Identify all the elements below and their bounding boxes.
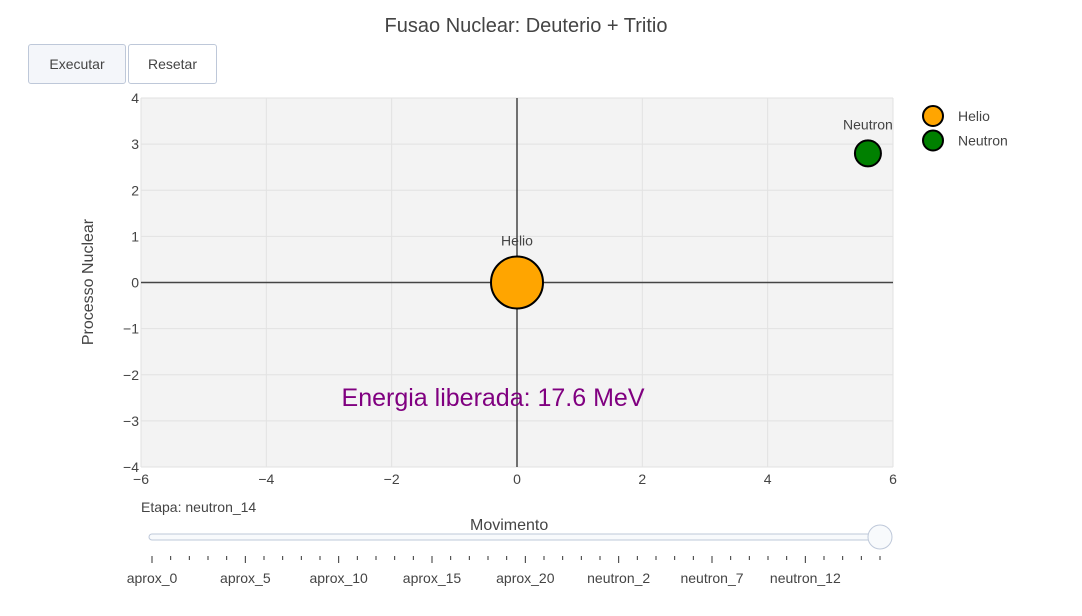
slider-handle[interactable]	[867, 524, 893, 550]
y-tick-label: −3	[123, 413, 139, 429]
y-axis-label: Processo Nuclear	[80, 218, 97, 345]
x-tick-label: −2	[384, 471, 400, 487]
execute-button[interactable]: Executar	[28, 44, 126, 84]
point-neutron	[853, 139, 882, 168]
y-tick-label: −2	[123, 367, 139, 383]
slider-title: Movimento	[470, 517, 549, 534]
y-tick-label: 4	[131, 90, 139, 106]
legend: Helio Neutron	[922, 105, 1008, 152]
slider-current-prefix: Etapa:	[141, 499, 186, 515]
slider-step-label[interactable]: aprox_10	[309, 570, 368, 586]
energy-annotation: Energia liberada: 17.6 MeV	[342, 384, 645, 412]
chart-title: Fusao Nuclear: Deuterio + Tritio	[384, 15, 668, 37]
y-tick-label: 0	[131, 275, 139, 291]
slider-current-step: Etapa: neutron_14	[141, 499, 256, 515]
y-tick-label: −4	[123, 459, 139, 475]
reset-button[interactable]: Resetar	[128, 44, 217, 84]
x-tick-label: −4	[258, 471, 274, 487]
x-tick-label: −6	[133, 471, 149, 487]
x-tick-label: 0	[513, 471, 521, 487]
chart-marks: Helio Neutron Energia liberada: 17.6 MeV	[342, 116, 893, 411]
point-helio	[490, 255, 544, 310]
y-tick-label: 3	[131, 136, 139, 152]
x-tick-label: 4	[764, 471, 772, 487]
legend-marker-helio	[922, 105, 944, 127]
slider-step-label[interactable]: neutron_7	[680, 570, 743, 586]
y-tick-label: 1	[131, 228, 139, 244]
grid-lines	[140, 97, 894, 468]
slider-step-label[interactable]: neutron_12	[770, 570, 841, 586]
slider-step-label[interactable]: aprox_20	[496, 570, 555, 586]
point-label-neutron: Neutron	[843, 116, 893, 132]
legend-marker-neutron	[922, 129, 944, 152]
slider-current-value: neutron_14	[185, 499, 257, 515]
point-label-helio: Helio	[501, 233, 533, 249]
legend-label-neutron: Neutron	[958, 133, 1008, 149]
x-tick-label: 2	[638, 471, 646, 487]
slider-step-label[interactable]: aprox_15	[403, 570, 462, 586]
slider-step-label[interactable]: neutron_2	[587, 570, 650, 586]
x-tick-label: 6	[889, 471, 897, 487]
slider-step-label[interactable]: aprox_0	[127, 570, 178, 586]
slider-step-label[interactable]: aprox_5	[220, 570, 271, 586]
y-tick-label: −1	[123, 321, 139, 337]
legend-label-helio: Helio	[958, 108, 990, 124]
y-tick-label: 2	[131, 182, 139, 198]
slider[interactable]: aprox_0 aprox_5 aprox_10 aprox_15 aprox_20 ne…	[127, 524, 893, 586]
